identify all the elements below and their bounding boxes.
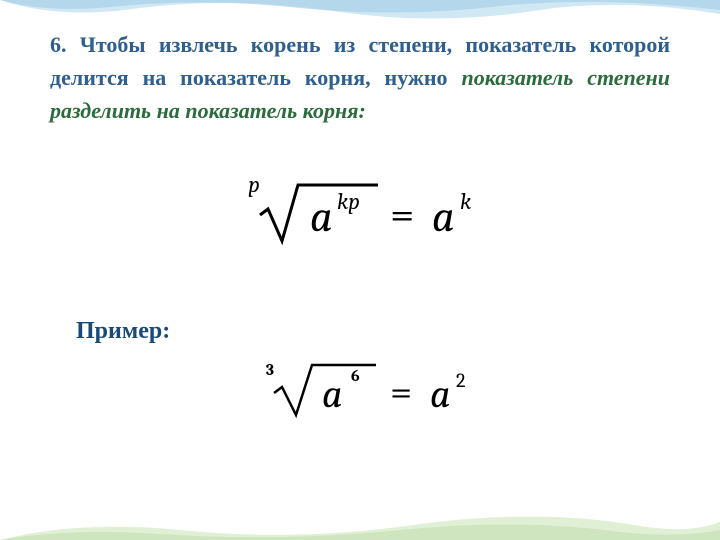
ex-rhs-exp: 2: [456, 369, 465, 392]
ex-radicand-base: a: [322, 371, 343, 417]
rhs-exp: k: [460, 188, 471, 215]
equals-sign: =: [390, 189, 414, 240]
radicand-exp: kp: [337, 188, 360, 215]
root-index: p: [248, 171, 260, 198]
rule-paragraph: 6. Чтобы извлечь корень из степени, пока…: [50, 28, 670, 127]
example-label: Пример:: [76, 318, 670, 345]
ex-rhs-base: a: [430, 371, 451, 417]
ex-root-index: 3: [266, 361, 274, 379]
ex-equals-sign: =: [390, 369, 412, 415]
radicand-base: a: [310, 191, 333, 242]
rhs-base: a: [432, 191, 455, 242]
formula-main: p a kp = a k: [50, 171, 670, 256]
formula-example: 3 a 6 = a 2: [50, 351, 670, 430]
ex-radicand-exp: 6: [351, 367, 360, 385]
